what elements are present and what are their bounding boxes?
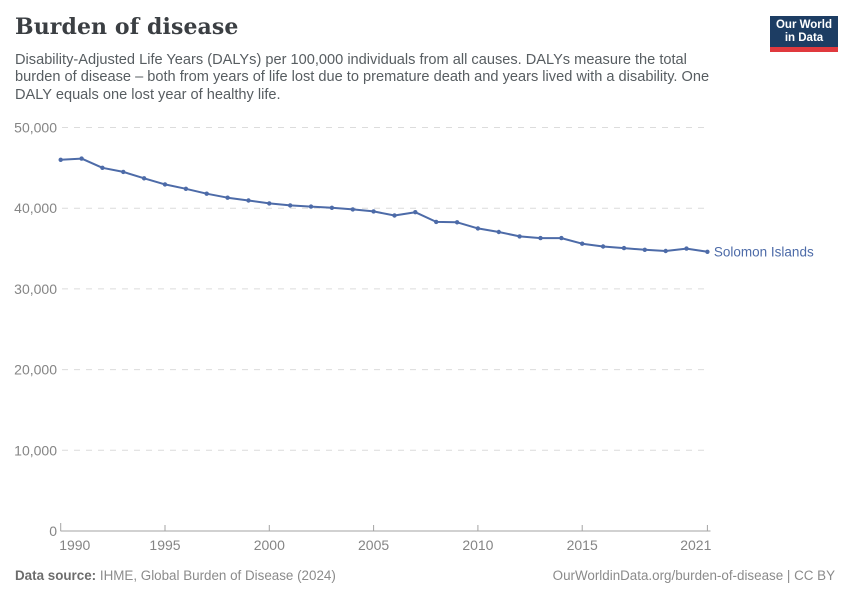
y-axis-label: 20,000 [14, 362, 57, 378]
y-axis-label: 10,000 [14, 442, 57, 458]
data-point[interactable] [225, 195, 230, 200]
subtitle-line: DALY equals one lost year of healthy lif… [15, 86, 281, 103]
data-point[interactable] [517, 234, 522, 239]
data-point[interactable] [392, 213, 397, 218]
data-point[interactable] [267, 201, 272, 206]
data-point[interactable] [58, 157, 63, 162]
data-point[interactable] [79, 156, 84, 161]
data-point[interactable] [538, 235, 543, 241]
owid-logo-line1: Our World [775, 18, 832, 31]
subtitle-line: burden of disease – both from years of l… [15, 69, 710, 86]
data-point[interactable] [183, 186, 189, 191]
data-point[interactable] [600, 244, 606, 249]
data-point[interactable] [121, 169, 126, 175]
data-point[interactable] [288, 203, 293, 208]
data-point[interactable] [580, 241, 585, 246]
x-axis-label: 1995 [149, 537, 180, 553]
y-axis-label: 40,000 [14, 200, 57, 216]
data-point[interactable] [559, 235, 564, 241]
owid-logo[interactable]: Our World in Data [770, 16, 838, 52]
line-chart[interactable]: 0 10,000 20,000 30,000 40,000 50,000 1990 1995 2… [0, 110, 850, 565]
subtitle-line: Disability-Adjusted Life Years (DALYs) p… [15, 52, 687, 68]
attribution-link[interactable]: OurWorldinData.org/burden-of-disease | C… [552, 568, 835, 583]
data-point[interactable] [454, 220, 460, 225]
trend-line [59, 157, 709, 253]
x-axis-label: 1990 [59, 537, 90, 553]
data-point[interactable] [141, 176, 147, 181]
x-axis-label: 2015 [567, 537, 598, 553]
data-source: Data source: IHME, Global Burden of Dise… [15, 568, 336, 584]
chart-footer: Data source: IHME, Global Burden of Dise… [15, 568, 835, 584]
data-point[interactable] [642, 247, 647, 252]
data-point[interactable] [705, 249, 710, 254]
data-source-value: IHME, Global Burden of Disease (2024) [99, 568, 336, 583]
data-point[interactable] [350, 207, 355, 212]
data-point[interactable] [475, 226, 481, 231]
data-source-label: Data source: [15, 568, 97, 583]
page-title: Burden of disease [15, 14, 239, 40]
x-axis-label: 2000 [254, 537, 285, 553]
data-point[interactable] [684, 246, 689, 251]
y-axis-label: 50,000 [14, 120, 57, 136]
data-point[interactable] [496, 229, 501, 235]
owid-logo-line2: in Data [784, 31, 824, 44]
data-point[interactable] [434, 219, 439, 225]
data-point[interactable] [246, 198, 251, 203]
data-point[interactable] [204, 191, 209, 196]
y-axis-label: 30,000 [14, 281, 57, 297]
data-point[interactable] [329, 205, 335, 210]
chart-subtitle: Disability-Adjusted Life Years (DALYs) p… [15, 52, 709, 104]
x-axis-label: 2021 [680, 537, 711, 553]
data-point[interactable] [371, 209, 376, 214]
data-point[interactable] [413, 210, 418, 215]
data-point[interactable] [162, 182, 168, 187]
series-end-label: Solomon Islands [714, 244, 814, 259]
x-axis-label: 2005 [358, 537, 389, 553]
x-axis-label: 2010 [462, 537, 493, 553]
data-point[interactable] [308, 204, 314, 209]
data-point[interactable] [621, 245, 627, 251]
data-point[interactable] [663, 248, 668, 254]
data-point[interactable] [100, 165, 105, 170]
y-axis-label: 0 [49, 523, 57, 539]
